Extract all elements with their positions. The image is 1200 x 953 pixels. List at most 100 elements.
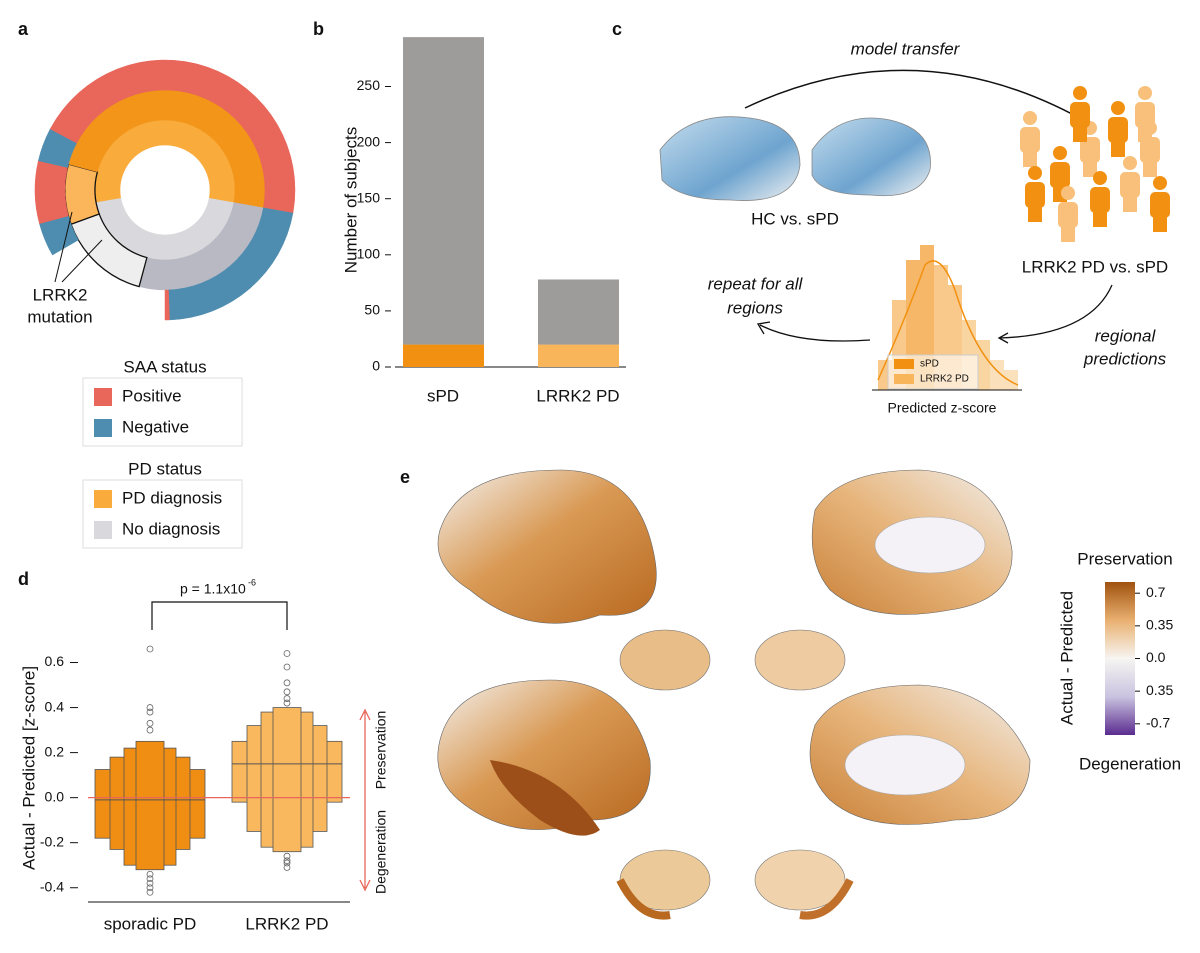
colorbar [1105, 582, 1135, 735]
outlier [146, 879, 154, 887]
panel-label: d [18, 569, 29, 589]
outlier [283, 857, 291, 865]
outlier [146, 719, 154, 727]
person-body [1025, 182, 1045, 208]
side-arrow [359, 708, 371, 892]
y-tick-label: 0.0 [45, 788, 65, 804]
outlier [283, 663, 291, 671]
person-head [1123, 156, 1137, 170]
x-tick-label: LRRK2 PD [536, 386, 619, 405]
y-tick-label: 0.6 [45, 653, 65, 669]
legend-label: PD diagnosis [122, 488, 222, 507]
loop-label: repeat for all [708, 274, 804, 293]
inset-histogram [872, 245, 1022, 391]
person-legs [1028, 206, 1042, 222]
subcortex [619, 629, 711, 691]
person-body [1120, 172, 1140, 198]
panel-label: b [313, 19, 324, 39]
predictions-label: predictions [1083, 349, 1167, 368]
box-level [135, 740, 165, 871]
outlier [283, 650, 291, 657]
person-legs [1083, 161, 1097, 177]
person-body [1108, 117, 1128, 143]
person-legs [1123, 196, 1137, 212]
outlier [146, 870, 154, 878]
significance-bracket [151, 601, 288, 630]
people-icons [1020, 86, 1170, 242]
y-tick-label: 200 [357, 133, 381, 149]
panel-label: e [400, 467, 410, 487]
person-head [1053, 146, 1067, 160]
y-tick-label: -0.2 [40, 833, 64, 849]
brain-lateral [437, 679, 651, 830]
y-tick-label: 0 [372, 358, 380, 374]
subcortex [754, 849, 846, 911]
person-legs [1061, 226, 1075, 242]
person-body [1070, 102, 1090, 128]
bar-segment [538, 279, 619, 345]
legend-title: SAA status [123, 357, 206, 376]
y-tick-label: 50 [364, 302, 380, 318]
ring-segment [49, 59, 296, 213]
person-legs [1111, 141, 1125, 157]
outlier [283, 695, 291, 702]
left-label: HC vs. sPD [751, 209, 839, 228]
person-legs [1073, 126, 1087, 142]
side-label: Degeneration [373, 810, 389, 894]
colorbar-label: Actual - Predicted [1057, 591, 1076, 725]
legend-swatch [94, 388, 112, 406]
outlier [283, 688, 291, 696]
x-tick-label: sporadic PD [104, 914, 197, 933]
brain-icon [659, 116, 801, 201]
y-tick-label: -0.4 [40, 878, 64, 894]
legend-title: PD status [128, 459, 202, 478]
person-legs [1023, 151, 1037, 167]
y-axis-label: Actual - Predicted [z-score] [19, 666, 38, 870]
outlier [146, 884, 154, 892]
person-legs [1093, 211, 1107, 227]
x-tick-label: sPD [427, 386, 459, 405]
outlier [283, 699, 291, 707]
y-tick-label: 0.4 [45, 698, 65, 714]
panel-c-graphics [659, 69, 1170, 391]
person-head [1111, 101, 1125, 115]
person-head [1153, 176, 1167, 190]
p-value: p = 1.1x10 [180, 581, 246, 597]
arrow [744, 69, 1093, 126]
panel-label: c [612, 19, 622, 39]
y-tick-label: 250 [357, 77, 381, 93]
person-head [1093, 171, 1107, 185]
legend-label: Negative [122, 417, 189, 436]
subcortex [754, 629, 846, 691]
box-level [272, 707, 302, 853]
outlier [146, 708, 154, 716]
colorbar-top-label: Preservation [1077, 549, 1172, 568]
side-label: Preservation [373, 711, 389, 790]
ring-segment [34, 160, 69, 224]
person-body [1150, 192, 1170, 218]
outlier [283, 679, 291, 687]
outlier [283, 852, 291, 860]
person-legs [1143, 161, 1157, 177]
colorbar-tick-label: 0.0 [1146, 649, 1166, 665]
brain-icon [811, 117, 931, 197]
panel-e-brains [437, 469, 1031, 920]
person-head [1028, 166, 1042, 180]
outlier [146, 888, 154, 896]
legend-swatch [94, 419, 112, 437]
bar-segment [403, 37, 484, 345]
bar-segment [403, 344, 484, 367]
person-body [1080, 137, 1100, 163]
outlier [283, 859, 291, 867]
person-body [1050, 162, 1070, 188]
right-label: LRRK2 PD vs. sPD [1022, 257, 1168, 276]
colorbar-tick-label: 0.7 [1146, 584, 1166, 600]
colorbar-bottom-label: Degeneration [1079, 754, 1181, 773]
colorbar-tick-label: -0.7 [1146, 715, 1170, 731]
brain-lateral [437, 469, 657, 624]
arrow-label: model transfer [851, 39, 961, 58]
p-value-exponent: -6 [248, 577, 256, 587]
person-head [1061, 186, 1075, 200]
loop-label: regions [727, 298, 783, 317]
